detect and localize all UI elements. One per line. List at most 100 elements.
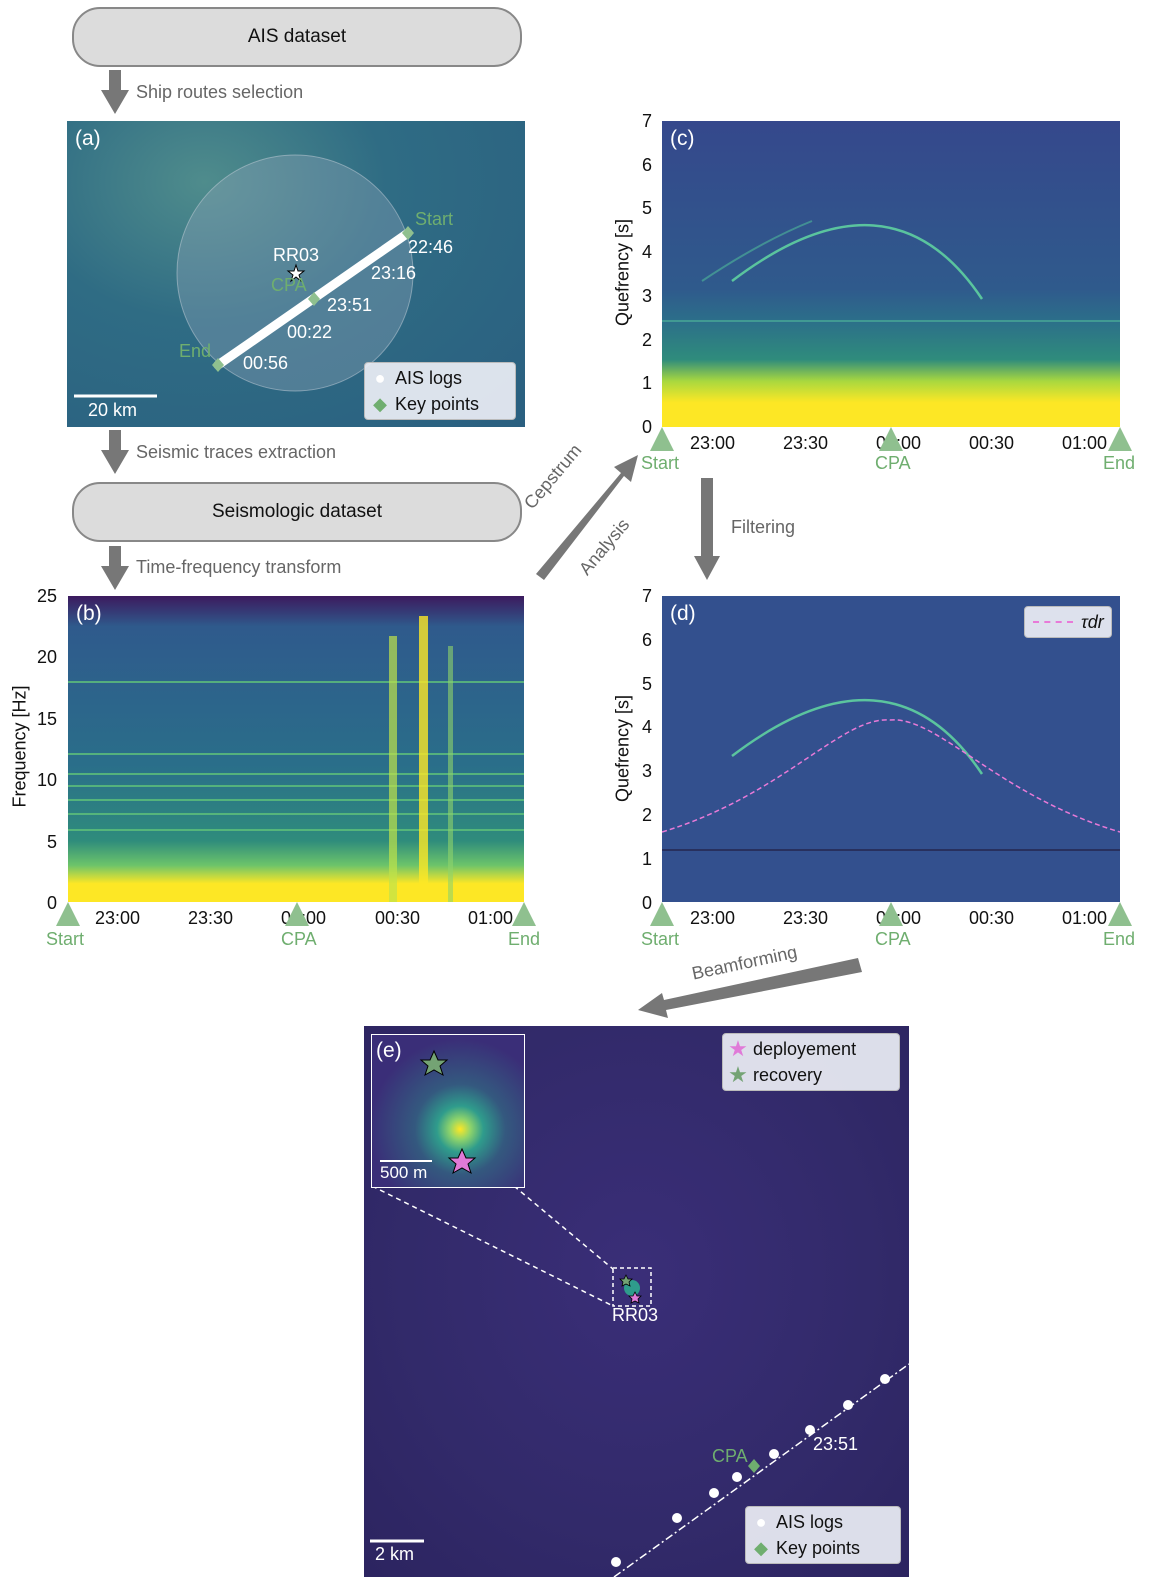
time-label-e: 23:51 [813, 1434, 859, 1454]
deployement-star-icon [447, 1147, 477, 1175]
key-point-cpa [308, 292, 320, 306]
spectrogram-lines [68, 616, 524, 902]
d-ytick-0: 0 [642, 893, 653, 913]
panel-e-legend-bottom: ● AIS logs ◆ Key points [745, 1506, 901, 1564]
key-point-end [212, 358, 224, 372]
d-ytick-1: 1 [642, 849, 653, 869]
inset-zoom: (e) 500 m [371, 1034, 525, 1188]
step-route-selection: Ship routes selection [136, 82, 304, 102]
panel-b-label: (b) [76, 602, 102, 625]
d-ytick-5: 5 [642, 674, 653, 694]
step-filtering: Filtering [731, 517, 796, 537]
b-xtick-0100: 01:00 [468, 908, 514, 928]
time-label-5: 00:56 [243, 353, 289, 373]
end-label: End [179, 341, 212, 361]
d-marker-end: End [1103, 929, 1136, 949]
station-label-e: RR03 [612, 1305, 659, 1325]
c-xtick-2330: 23:30 [783, 433, 829, 453]
panel-d-ylabel: Quefrency [s] [612, 694, 633, 803]
d-marker-start: Start [641, 929, 680, 949]
panel-c-cepstrum: (c) [662, 121, 1120, 427]
d-xtick-0030: 00:30 [969, 908, 1015, 928]
d-xtick-0100: 01:00 [1062, 908, 1108, 928]
b-xtick-2330: 23:30 [188, 908, 234, 928]
panel-c-ylabel: Quefrency [s] [612, 218, 633, 327]
c-xtick-2300: 23:00 [690, 433, 736, 453]
beamforming-graphics [370, 1185, 909, 1577]
scale-label-e: 2 km [375, 1544, 415, 1564]
cpa-label: CPA [271, 275, 307, 295]
b-marker-cpa: CPA [281, 929, 317, 949]
panel-e-label: (e) [376, 1039, 402, 1062]
map-graphics [74, 154, 414, 398]
time-label-1: 22:46 [408, 237, 454, 257]
d-xtick-0000: 00:00 [876, 908, 922, 928]
c-ytick-7: 7 [642, 111, 653, 131]
ais-dataset-box: AIS dataset [72, 7, 522, 67]
c-marker-end: End [1103, 453, 1136, 473]
step-cepstrum-2: Analysis [575, 514, 634, 579]
panel-b-ylabel: Frequency [Hz] [9, 685, 30, 808]
panel-a-label: (a) [75, 127, 101, 150]
panel-d-legend: τdr [1024, 606, 1112, 638]
d-ytick-3: 3 [642, 761, 653, 781]
step-traces-extraction: Seismic traces extraction [136, 442, 337, 462]
b-ytick-10: 10 [37, 770, 58, 790]
c-ytick-4: 4 [642, 242, 653, 262]
legend-ais-logs: AIS logs [395, 367, 463, 388]
panel-d-label: (d) [670, 602, 696, 625]
panel-e-legend-top: ★ deployement ★ recovery [722, 1033, 900, 1091]
seismologic-dataset-label: Seismologic dataset [211, 501, 383, 522]
panel-a-legend: ● AIS logs ◆ Key points [364, 362, 516, 420]
c-ytick-6: 6 [642, 155, 653, 175]
ais-dataset-label: AIS dataset [247, 26, 347, 47]
recovery-star-icon [419, 1049, 449, 1077]
c-ytick-0: 0 [642, 417, 653, 437]
start-label: Start [415, 209, 454, 229]
time-label-4: 00:22 [287, 322, 333, 342]
panel-d-filtered: (d) τdr [662, 596, 1120, 902]
legend-key-points: Key points [395, 393, 480, 414]
c-xtick-0100: 01:00 [1062, 433, 1108, 453]
c-marker-start: Start [641, 453, 680, 473]
time-label-2: 23:16 [371, 263, 417, 283]
legend-deployement: deployement [753, 1038, 857, 1059]
time-label-3: 23:51 [327, 295, 373, 315]
b-xtick-0000: 00:00 [281, 908, 327, 928]
legend-ais-logs-e: AIS logs [776, 1511, 844, 1532]
d-xtick-2330: 23:30 [783, 908, 829, 928]
key-point-cpa-e [748, 1459, 760, 1473]
step-cepstrum-1: Cepstrum [520, 440, 586, 513]
b-ytick-20: 20 [37, 647, 58, 667]
step-time-frequency: Time-frequency transform [136, 557, 342, 577]
c-ytick-1: 1 [642, 373, 653, 393]
key-point-start [402, 226, 414, 240]
d-ytick-6: 6 [642, 630, 653, 650]
small-star-green [619, 1274, 633, 1287]
inset-scale-label: 500 m [380, 1163, 428, 1182]
scale-bar-label: 20 km [88, 400, 138, 420]
legend-recovery: recovery [753, 1064, 823, 1085]
inset-graphics [380, 1049, 477, 1175]
d-ytick-2: 2 [642, 805, 653, 825]
c-ytick-3: 3 [642, 286, 653, 306]
b-marker-end: End [508, 929, 541, 949]
c-xtick-0000: 00:00 [876, 433, 922, 453]
legend-key-points-e: Key points [776, 1537, 861, 1558]
b-ytick-5: 5 [47, 832, 58, 852]
cpa-label-e: CPA [712, 1446, 748, 1466]
panel-a-map: (a) RR03 Start CPA End 22:46 23:16 23:51… [67, 121, 525, 427]
c-marker-cpa: CPA [875, 453, 911, 473]
station-star [286, 263, 306, 283]
b-ytick-15: 15 [37, 709, 58, 729]
d-xtick-2300: 23:00 [690, 908, 736, 928]
station-label: RR03 [273, 245, 320, 265]
d-ytick-4: 4 [642, 717, 653, 737]
c-ytick-5: 5 [642, 198, 653, 218]
b-marker-start: Start [46, 929, 85, 949]
b-ytick-25: 25 [37, 586, 58, 606]
filtered-curves [662, 698, 1120, 851]
d-ytick-7: 7 [642, 586, 653, 606]
panel-b-spectrogram: (b) [68, 596, 524, 902]
panel-c-label: (c) [670, 127, 695, 150]
